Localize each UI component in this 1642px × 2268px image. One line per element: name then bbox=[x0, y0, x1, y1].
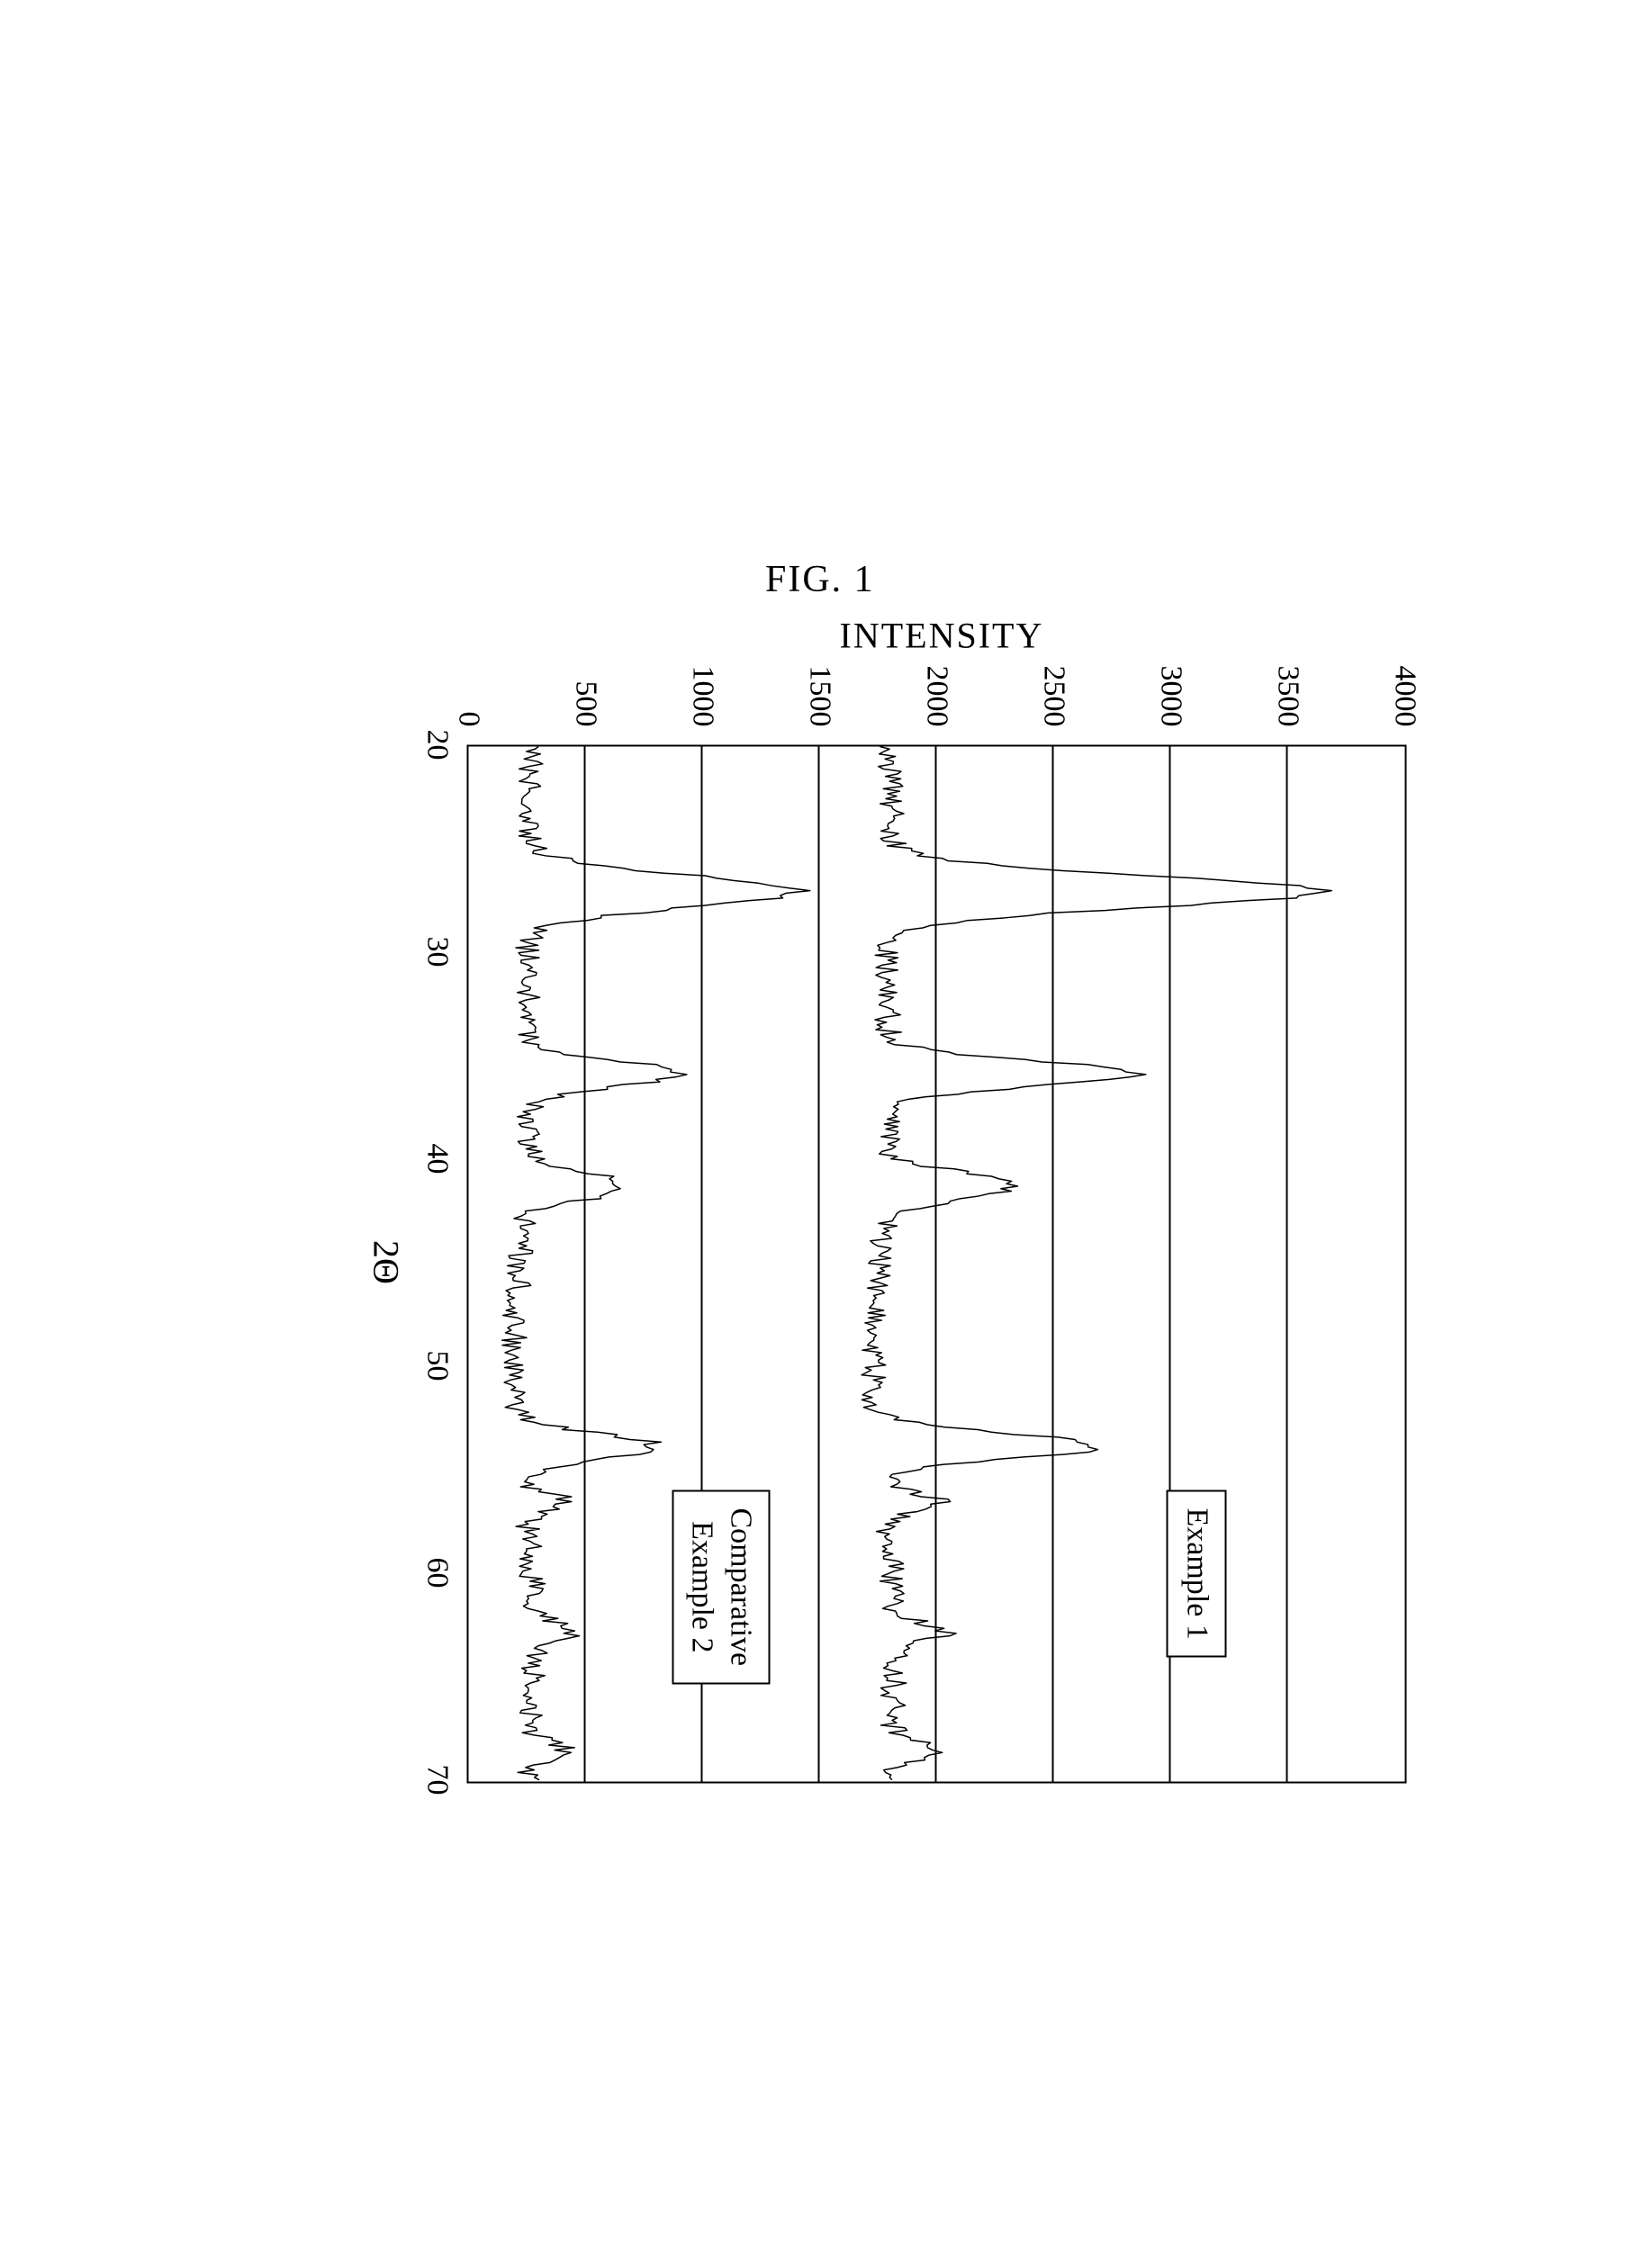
x-tick-label: 60 bbox=[420, 1558, 455, 1588]
page: { "figure_title": "FIG. 1", "title_pos":… bbox=[0, 0, 1642, 2268]
x-tick-label: 20 bbox=[420, 730, 455, 760]
legend-comparative-example-2: Comparative Example 2 bbox=[672, 1490, 770, 1685]
y-axis-title: INTENSITY bbox=[840, 615, 1044, 657]
gridline-h bbox=[584, 747, 586, 1782]
x-tick-label: 50 bbox=[420, 1351, 455, 1382]
gridline-h bbox=[935, 747, 937, 1782]
figure-title: FIG. 1 bbox=[765, 558, 875, 601]
gridline-h bbox=[818, 747, 820, 1782]
x-tick-label: 70 bbox=[420, 1765, 455, 1796]
legend-example-1: Example 1 bbox=[1167, 1490, 1227, 1658]
x-axis-title: 2Θ bbox=[365, 1240, 408, 1284]
xrd-plot-container: INTENSITY 2Θ 050010001500200025003000350… bbox=[223, 646, 1425, 1807]
x-tick-label: 30 bbox=[420, 937, 455, 968]
plot-area bbox=[467, 745, 1407, 1784]
spectrum-example-1 bbox=[862, 747, 1331, 1780]
gridline-h bbox=[1286, 747, 1288, 1782]
x-tick-label: 40 bbox=[420, 1144, 455, 1174]
spectra-svg bbox=[469, 747, 1405, 1782]
gridline-h bbox=[1052, 747, 1054, 1782]
